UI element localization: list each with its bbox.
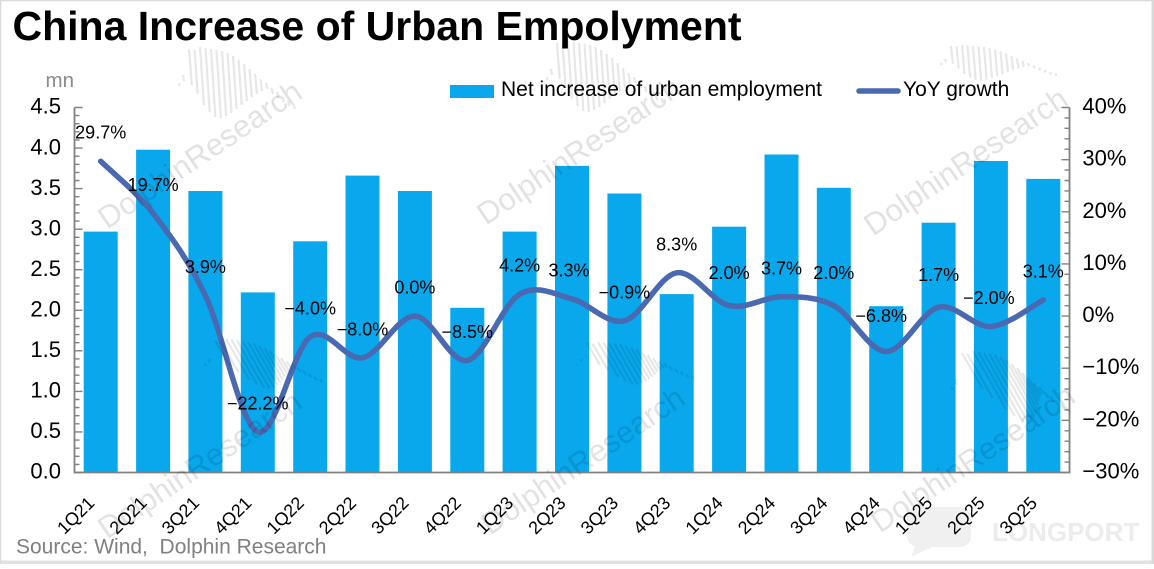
svg-text:−2.0%: −2.0% — [963, 288, 1015, 308]
svg-text:YoY growth: YoY growth — [903, 78, 1009, 101]
svg-text:−0.9%: −0.9% — [599, 282, 651, 302]
svg-text:3.5: 3.5 — [30, 175, 61, 200]
svg-text:0.5: 0.5 — [30, 418, 61, 443]
svg-text:3.0: 3.0 — [30, 215, 61, 240]
svg-text:2.0%: 2.0% — [813, 263, 854, 283]
svg-text:0.0: 0.0 — [30, 459, 61, 484]
svg-text:0.0%: 0.0% — [394, 278, 435, 298]
svg-text:4.0: 4.0 — [30, 134, 61, 159]
svg-text:40%: 40% — [1082, 94, 1126, 119]
svg-text:30%: 30% — [1082, 146, 1126, 171]
svg-text:−22.2%: −22.2% — [227, 393, 289, 413]
svg-text:−30%: −30% — [1082, 459, 1139, 484]
svg-text:29.7%: 29.7% — [75, 123, 126, 143]
svg-text:−20%: −20% — [1082, 406, 1139, 431]
svg-text:3.1%: 3.1% — [1023, 261, 1064, 281]
svg-text:3.9%: 3.9% — [185, 257, 226, 277]
svg-text:1.5: 1.5 — [30, 337, 61, 362]
svg-text:−4.0%: −4.0% — [284, 298, 336, 318]
svg-text:1.0: 1.0 — [30, 378, 61, 403]
svg-text:8.3%: 8.3% — [656, 234, 697, 254]
svg-text:4.5: 4.5 — [30, 94, 61, 119]
svg-text:mn: mn — [46, 69, 74, 92]
svg-text:−10%: −10% — [1082, 354, 1139, 379]
svg-text:2.5: 2.5 — [30, 256, 61, 281]
svg-text:1.7%: 1.7% — [918, 265, 959, 285]
svg-text:3.3%: 3.3% — [548, 260, 589, 280]
svg-text:Source: Wind, Dolphin Researc: Source: Wind, Dolphin Research — [16, 536, 326, 559]
svg-text:China Increase of Urban Empoly: China Increase of Urban Empolyment — [13, 3, 742, 49]
svg-text:19.7%: 19.7% — [128, 175, 179, 195]
svg-text:2.0: 2.0 — [30, 297, 61, 322]
svg-text:10%: 10% — [1082, 250, 1126, 275]
svg-text:0%: 0% — [1082, 302, 1114, 327]
svg-text:2.0%: 2.0% — [709, 263, 750, 283]
svg-text:−8.0%: −8.0% — [337, 319, 389, 339]
svg-text:3.7%: 3.7% — [761, 258, 802, 278]
svg-text:20%: 20% — [1082, 198, 1126, 223]
svg-text:−8.5%: −8.5% — [442, 322, 494, 342]
svg-text:4.2%: 4.2% — [499, 256, 540, 276]
svg-text:−6.8%: −6.8% — [855, 306, 907, 326]
